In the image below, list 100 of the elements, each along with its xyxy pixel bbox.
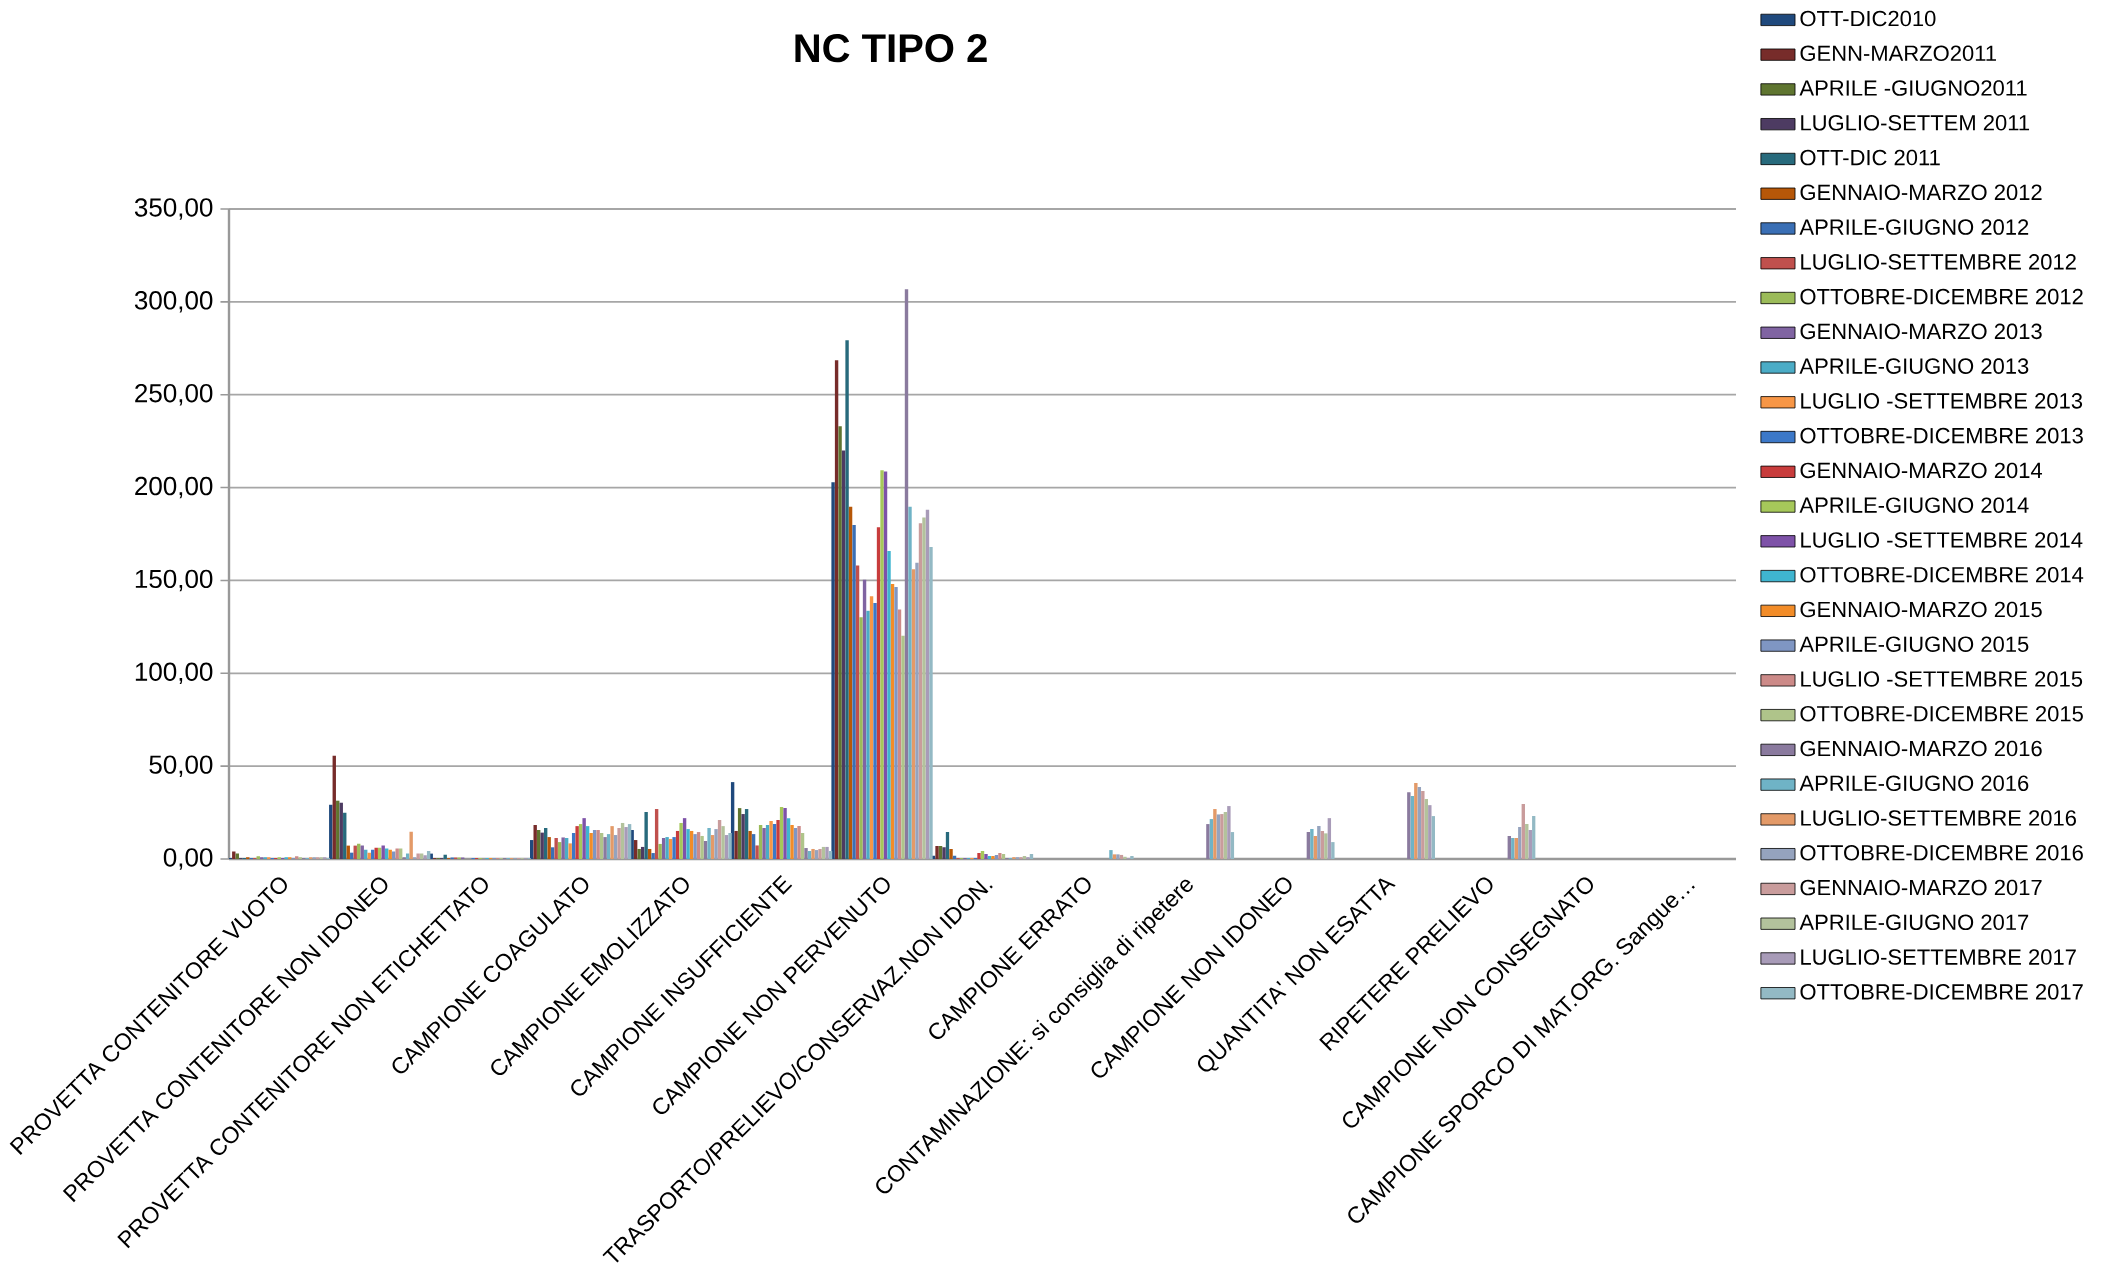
legend-label: GENNAIO-MARZO 2016: [1800, 740, 2042, 757]
bar: [734, 830, 738, 859]
legend-label: LUGLIO-SETTEMBRE 2016: [1801, 810, 2076, 826]
bar: [797, 826, 801, 859]
legend-label: OTTOBRE-DICEMBRE 2016: [1800, 845, 2083, 861]
bar: [1116, 854, 1120, 859]
bar: [880, 470, 884, 859]
bar: [984, 853, 988, 859]
bar: [1324, 833, 1328, 859]
bar: [568, 843, 572, 859]
legend-label: GENNAIO-MARZO 2015: [1800, 601, 2042, 618]
bar: [693, 834, 697, 859]
bar: [762, 827, 766, 859]
y-tick-label: 150,00: [135, 569, 213, 592]
bar: [651, 853, 655, 859]
bar: [811, 848, 815, 859]
bar: [1317, 826, 1321, 859]
legend-label: OTTOBRE-DICEMBRE 2015: [1800, 705, 2083, 722]
bar: [942, 847, 946, 859]
y-tick-label: 250,00: [135, 383, 213, 406]
bar: [755, 845, 759, 859]
bar: [603, 837, 607, 859]
bar: [1213, 809, 1217, 859]
bar: [610, 826, 614, 859]
legend-label: GENNAIO-MARZO 2017: [1800, 879, 2042, 896]
bar: [776, 819, 780, 859]
legend-label: GENNAIO-MARZO 2013: [1800, 323, 2042, 340]
legend-label: APRILE-GIUGNO 2016: [1799, 775, 2029, 792]
bar: [845, 340, 849, 859]
bar: [554, 838, 558, 859]
bar: [1407, 792, 1411, 859]
bar: [873, 603, 877, 859]
bar: [575, 826, 579, 859]
bar: [1123, 856, 1127, 859]
bar: [1109, 850, 1113, 859]
legend-label: OTTOBRE-DICEMBRE 2014: [1800, 566, 2084, 583]
bar: [1428, 805, 1432, 859]
bar: [748, 830, 752, 859]
legend-label: APRILE-GIUGNO 2012: [1799, 219, 2029, 235]
bar: [1414, 783, 1418, 859]
legend-label: APRILE -GIUGNO2011: [1799, 80, 2027, 96]
bar: [582, 818, 586, 859]
legend-label: OTTOBRE-DICEMBRE 2013: [1800, 427, 2083, 444]
bar: [859, 617, 863, 859]
bar: [894, 586, 898, 859]
bar: [935, 845, 939, 859]
bar: [672, 837, 676, 859]
legend-label: APRILE-GIUGNO 2015: [1799, 636, 2029, 652]
bar: [707, 827, 711, 859]
bar: [929, 547, 933, 859]
bar: [714, 829, 718, 859]
bar: [416, 853, 420, 859]
bar: [998, 853, 1002, 859]
bar: [838, 426, 842, 859]
legend-label: OTT-DIC 2011: [1800, 149, 1940, 166]
bar: [1227, 806, 1231, 859]
bar: [1206, 824, 1210, 859]
bar: [831, 482, 835, 859]
y-tick-label: 50,00: [149, 755, 213, 777]
bar: [1310, 829, 1314, 859]
bar: [908, 506, 912, 859]
legend-label: APRILE-GIUGNO 2013: [1799, 358, 2029, 374]
bar: [589, 832, 593, 859]
bar: [741, 814, 745, 859]
bar: [915, 562, 919, 859]
bar: [721, 826, 725, 859]
bar: [987, 856, 992, 859]
bar: [423, 855, 427, 859]
legend-label: GENNAIO-MARZO 2014: [1800, 462, 2043, 479]
bar: [561, 837, 565, 859]
bar: [1220, 814, 1224, 859]
bar: [991, 856, 995, 859]
legend-label: OTT-DIC2010: [1800, 10, 1936, 27]
bar: [1130, 856, 1134, 859]
bar: [977, 853, 981, 859]
y-tick-label: 300,00: [134, 291, 213, 313]
legend-label: OTTOBRE-DICEMBRE 2012: [1800, 288, 2083, 305]
legend-label: LUGLIO-SETTEMBRE 2017: [1801, 949, 2076, 965]
bar: [790, 825, 794, 859]
legend-label: LUGLIO-SETTEM 2011: [1801, 115, 2030, 131]
bar: [624, 827, 628, 859]
bar: [852, 525, 856, 859]
legend-label: OTTOBRE-DICEMBRE 2017: [1800, 984, 2083, 1000]
bar: [686, 829, 690, 859]
bar: [679, 822, 683, 859]
legend-label: LUGLIO-SETTEMBRE 2012: [1801, 254, 2076, 270]
legend-label: APRILE-GIUGNO 2017: [1799, 914, 2029, 931]
bar: [922, 517, 926, 859]
bar: [866, 610, 870, 859]
bar: [825, 846, 829, 859]
bar: [644, 812, 648, 859]
legend-label: LUGLIO -SETTEMBRE 2014: [1801, 532, 2083, 548]
bar: [728, 832, 732, 859]
chart-title: NC TIPO 2: [795, 34, 987, 63]
bar: [949, 848, 953, 859]
bar: [769, 821, 773, 859]
bar: [887, 550, 891, 859]
legend-label: GENNAIO-MARZO 2012: [1800, 184, 2042, 201]
bar: [1331, 842, 1335, 859]
legend-label: LUGLIO -SETTEMBRE 2013: [1801, 393, 2083, 409]
